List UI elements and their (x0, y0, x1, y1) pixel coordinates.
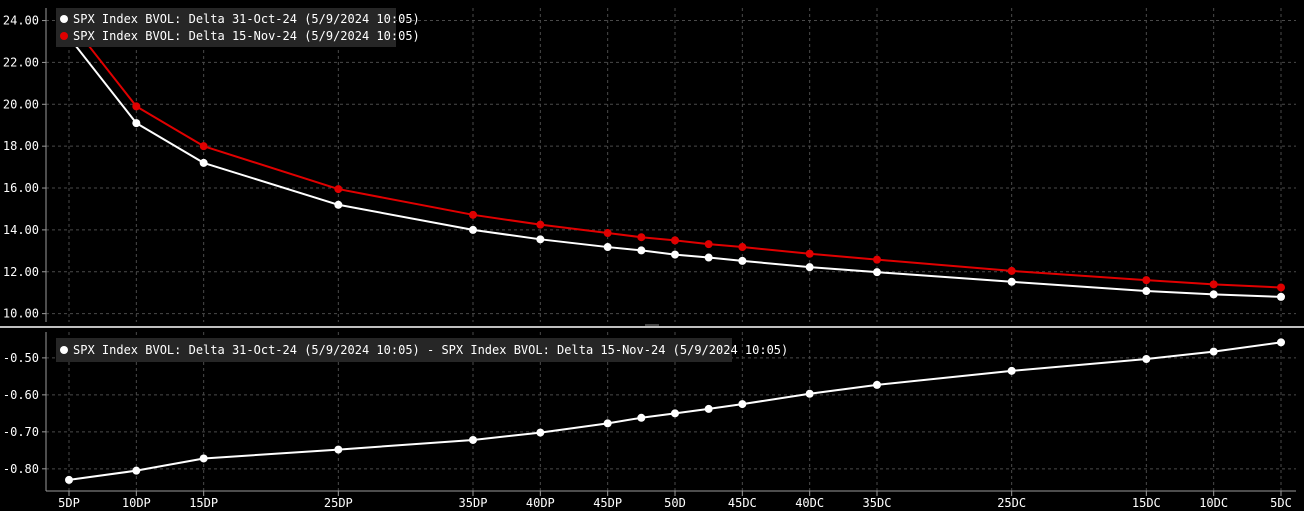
data-point (1209, 347, 1218, 356)
data-point (65, 475, 73, 484)
data-point (873, 380, 881, 389)
y-tick-label: -0.50 (3, 351, 39, 365)
data-point (1142, 276, 1151, 285)
data-point (603, 243, 612, 252)
x-tick-label: 25DP (324, 496, 353, 510)
legend-label-spread: SPX Index BVOL: Delta 31-Oct-24 (5/9/202… (73, 343, 788, 357)
data-point (671, 409, 679, 418)
x-tick-label: 5DC (1270, 496, 1292, 510)
x-tick-label: 45DP (593, 496, 622, 510)
data-point (738, 400, 747, 409)
data-point (334, 185, 343, 194)
data-point (469, 435, 477, 444)
data-point (805, 389, 814, 398)
data-point (637, 246, 646, 255)
y-tick-label: -0.60 (3, 388, 39, 402)
legend-marker-white (60, 346, 68, 354)
y-tick-label: -0.80 (3, 462, 39, 476)
data-point (1142, 287, 1151, 296)
data-point (536, 220, 545, 229)
data-point (704, 253, 713, 262)
data-point (1209, 280, 1218, 289)
x-tick-label: 40DC (795, 496, 824, 510)
data-point (738, 243, 747, 252)
data-point (469, 225, 477, 234)
x-tick-label: 40DP (526, 496, 555, 510)
data-point (199, 158, 208, 167)
panel-divider (0, 324, 1304, 328)
x-tick-label: 5DP (58, 496, 80, 510)
data-point (671, 236, 679, 245)
data-point (1007, 266, 1016, 275)
data-point (873, 255, 881, 264)
data-point (1007, 366, 1016, 375)
x-axis: 5DP 10DP 15DP 25DP 35DP 40DP 45DP 50D 45DC 40DC 35… (46, 490, 1296, 510)
top-panel-series (65, 16, 1285, 301)
data-point (671, 250, 679, 259)
data-point (132, 102, 141, 111)
bottom-legend-background (56, 338, 732, 362)
y-tick-label: 16.00 (3, 181, 39, 195)
y-tick-label: 22.00 (3, 55, 39, 69)
data-point (805, 249, 814, 258)
data-point (1209, 290, 1218, 299)
legend-marker-white (60, 15, 68, 23)
data-point (199, 142, 208, 151)
data-point (132, 466, 141, 475)
top-legend-background (56, 8, 396, 47)
legend-label-series-1: SPX Index BVOL: Delta 31-Oct-24 (5/9/202… (73, 12, 420, 26)
y-tick-label: 10.00 (3, 307, 39, 321)
data-point (738, 256, 747, 265)
x-tick-label: 25DC (997, 496, 1026, 510)
data-point (199, 454, 208, 463)
legend-label-series-2: SPX Index BVOL: Delta 15-Nov-24 (5/9/202… (73, 29, 420, 43)
x-tick-label: 35DP (459, 496, 488, 510)
x-tick-label: 10DP (122, 496, 151, 510)
legend-marker-red (60, 32, 68, 40)
x-tick-label: 15DP (189, 496, 218, 510)
data-point (603, 419, 612, 428)
data-point (603, 229, 612, 238)
y-tick-label: 24.00 (3, 14, 39, 28)
x-tick-label: 35DC (863, 496, 892, 510)
y-tick-label: 18.00 (3, 139, 39, 153)
data-point (637, 413, 646, 422)
data-point (704, 240, 713, 249)
data-point (1277, 283, 1285, 292)
x-tick-label: 45DC (728, 496, 757, 510)
data-point (334, 200, 343, 209)
y-tick-label: 20.00 (3, 97, 39, 111)
data-point (873, 268, 881, 277)
x-tick-label: 10DC (1199, 496, 1228, 510)
data-point (334, 445, 343, 454)
data-point (132, 119, 141, 128)
data-point (1277, 338, 1285, 347)
x-tick-label: 15DC (1132, 496, 1161, 510)
top-panel-legend: SPX Index BVOL: Delta 31-Oct-24 (5/9/202… (56, 8, 420, 47)
y-tick-label: 14.00 (3, 223, 39, 237)
bottom-panel-legend: SPX Index BVOL: Delta 31-Oct-24 (5/9/202… (56, 338, 788, 362)
data-point (1142, 354, 1151, 363)
top-panel-grid (45, 8, 1296, 322)
bottom-panel-series (65, 338, 1285, 484)
data-point (536, 428, 545, 437)
y-tick-label: 12.00 (3, 265, 39, 279)
top-panel: 10.00 12.00 14.00 16.00 18.00 20.00 22.00 24.00… (3, 8, 1296, 322)
data-point (1277, 292, 1285, 301)
data-point (536, 235, 545, 244)
bottom-panel-y-axis: -0.80 -0.70 -0.60 -0.50 (3, 351, 46, 476)
y-tick-label: -0.70 (3, 425, 39, 439)
data-point (1007, 277, 1016, 286)
data-point (805, 263, 814, 272)
bottom-panel: -0.80 -0.70 -0.60 -0.50 SPX Index BVOL: Del… (3, 332, 1296, 491)
top-panel-y-axis: 10.00 12.00 14.00 16.00 18.00 20.00 22.00 24.00 (3, 14, 46, 321)
data-point (469, 210, 477, 219)
x-tick-label: 50D (664, 496, 686, 510)
data-point (704, 404, 713, 413)
data-point (637, 233, 646, 242)
